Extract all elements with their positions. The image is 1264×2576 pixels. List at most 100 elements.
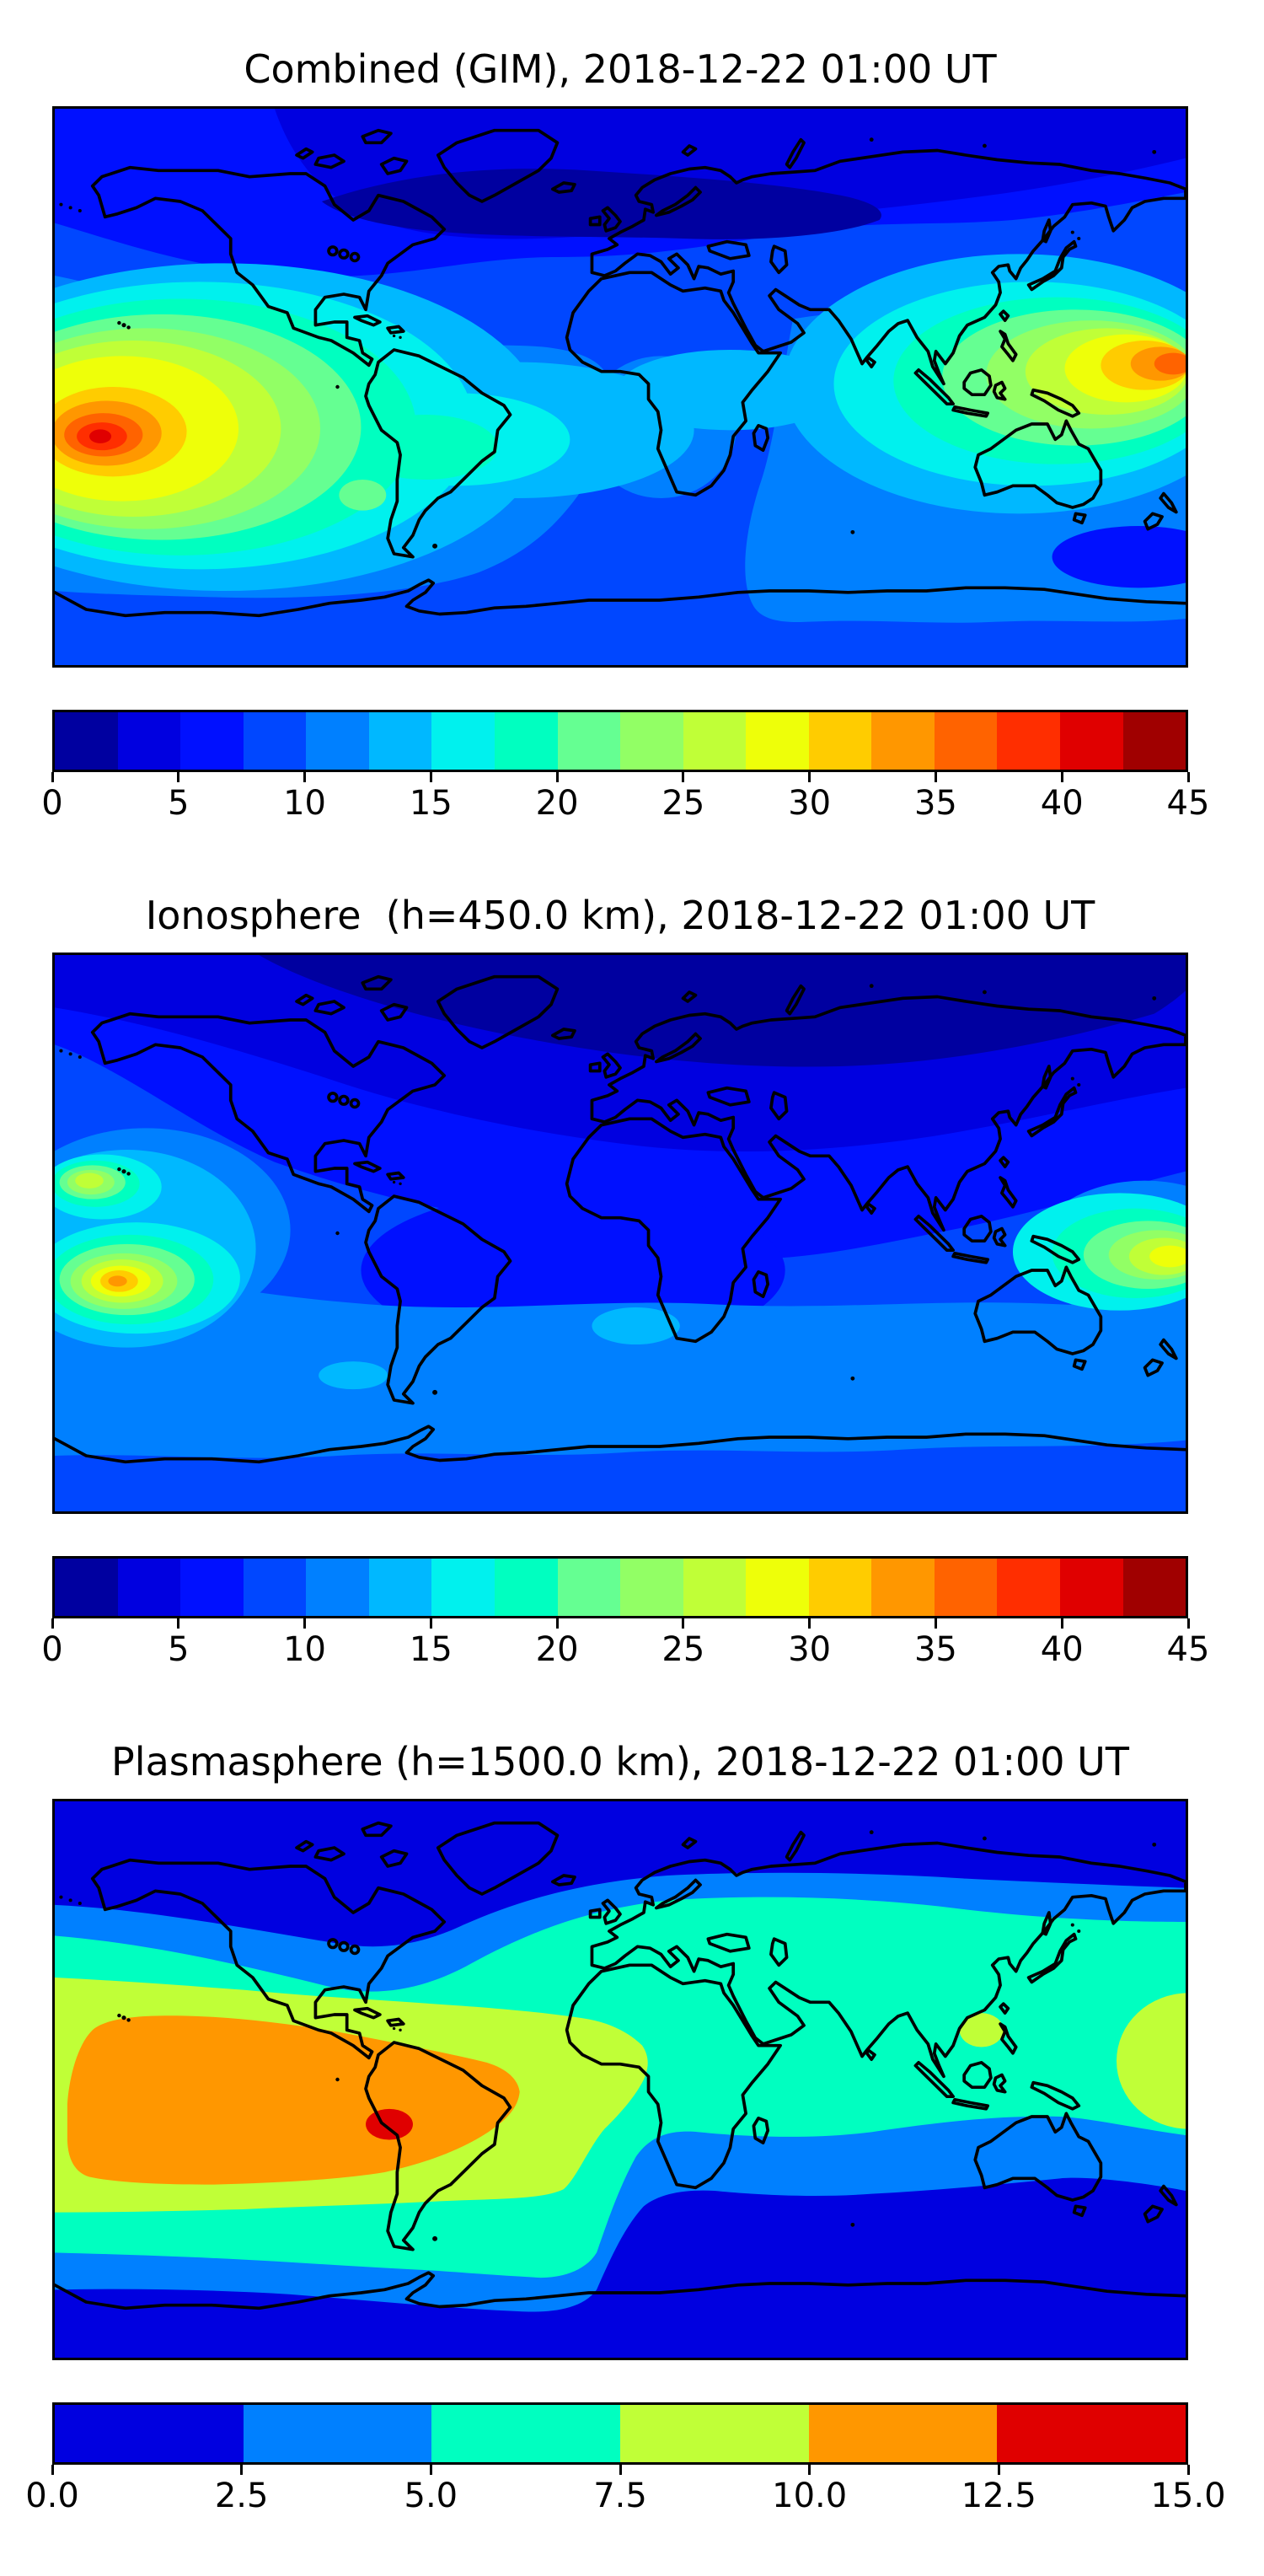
colorbar-tick-mark [429,772,432,782]
colorbar-segment [1122,712,1186,770]
colorbar-tick-label: 15 [409,1630,453,1669]
colorbar-tick-mark [619,2465,622,2475]
colorbar-tick-label: 35 [913,1630,957,1669]
colorbar-segment [243,1559,307,1616]
colorbar-tick-label: 15.0 [1150,2477,1226,2515]
colorbar-segment [494,1559,558,1616]
colorbar-segment [180,712,244,770]
colorbar-tick-mark [997,2465,1000,2475]
colorbar-tick-label: 5.0 [404,2477,458,2515]
contour-field-ionosphere [55,955,1186,1511]
colorbar-segment [431,2405,621,2462]
colorbar-tick-mark [51,772,54,782]
colorbar-segment [55,2405,244,2462]
colorbar-segment [1060,1559,1123,1616]
colorbar-segment [243,2405,432,2462]
colorbar-tick-label: 0 [41,1630,63,1669]
colorbar-tick-mark [808,1618,811,1629]
colorbar-tick-mark [303,772,307,782]
colorbar-segment [1060,712,1123,770]
colorbar-segment [683,712,747,770]
map-ionosphere [52,953,1188,1514]
colorbar-segment [306,1559,369,1616]
colorbar-plasmasphere [52,2402,1188,2465]
colorbar-segment [997,712,1060,770]
panel-title-ionosphere: Ionosphere (h=450.0 km), 2018-12-22 01:0… [145,893,1095,938]
colorbar-tick-label: 20 [535,1630,579,1669]
colorbar-segment [117,712,181,770]
colorbar-segment [808,712,872,770]
panel-plasmasphere: Plasmasphere (h=1500.0 km), 2018-12-22 0… [25,1739,1225,2515]
colorbar-segment [306,712,369,770]
colorbar-segment [934,712,998,770]
colorbar-tick-label: 12.5 [961,2477,1036,2515]
colorbar-tick-label: 10.0 [772,2477,848,2515]
colorbar-tick-label: 20 [535,784,579,823]
colorbar-tick-mark [1186,1618,1190,1629]
colorbar-tick-mark [555,772,559,782]
colorbar-tick-mark [51,1618,54,1629]
colorbar-tick-label: 7.5 [593,2477,647,2515]
colorbar-tick-mark [1060,1618,1063,1629]
colorbar-tick-mark [934,1618,937,1629]
colorbar-tick-mark [682,1618,685,1629]
colorbar-segment [117,1559,181,1616]
colorbar-tick-mark [429,2465,432,2475]
colorbar-segment [1122,1559,1186,1616]
map-plasmasphere [52,1799,1188,2360]
colorbar-segment [871,1559,935,1616]
map-combined [52,106,1188,668]
contour-map-combined [55,109,1186,665]
colorbar-tick-label: 25 [661,784,705,823]
colorbar-tick-label: 5 [168,784,190,823]
colorbar-tick-label: 10 [283,784,326,823]
colorbar-tick-mark [177,1618,180,1629]
colorbar-tick-mark [240,2465,244,2475]
panel-title-plasmasphere: Plasmasphere (h=1500.0 km), 2018-12-22 0… [111,1739,1129,1784]
colorbar-ticks-ionosphere [51,1618,1190,1629]
colorbar-segment [746,712,809,770]
colorbar-tick-label: 0.0 [25,2477,79,2515]
colorbar-tick-mark [682,772,685,782]
colorbar-segment [871,712,935,770]
colorbar-tick-mark [1060,772,1063,782]
contour-map-plasmasphere [55,1801,1186,2358]
colorbar-segment [808,1559,872,1616]
colorbar-labels-plasmasphere: 0.0 2.5 5.0 7.5 10.0 12.5 15.0 [25,2477,1225,2515]
colorbar-segment [746,1559,809,1616]
colorbar-tick-mark [51,2465,54,2475]
colorbar-labels-ionosphere: 0 5 10 15 20 25 30 35 40 45 [41,1630,1209,1669]
contour-field-combined [55,109,1186,665]
colorbar-segment [55,1559,118,1616]
colorbar-segment [494,712,558,770]
panel-combined: Combined (GIM), 2018-12-22 01:00 UT [41,47,1209,823]
colorbar-tick-mark [934,772,937,782]
colorbar-tick-mark [429,1618,432,1629]
colorbar-segment [997,2405,1186,2462]
colorbar-tick-mark [177,772,180,782]
colorbar-tick-label: 35 [913,784,957,823]
colorbar-segment [431,712,495,770]
colorbar-tick-mark [303,1618,307,1629]
colorbar-tick-label: 30 [788,784,832,823]
colorbar-tick-label: 45 [1166,784,1210,823]
colorbar-tick-label: 15 [409,784,453,823]
colorbar-segment [620,712,683,770]
colorbar-combined [52,710,1188,772]
colorbar-segment [557,1559,621,1616]
colorbar-tick-label: 30 [788,1630,832,1669]
colorbar-segment [620,1559,683,1616]
colorbar-ticks-plasmasphere [51,2465,1190,2475]
colorbar-tick-label: 25 [661,1630,705,1669]
colorbar-segment [55,712,118,770]
colorbar-segment [620,2405,809,2462]
contour-map-ionosphere [55,955,1186,1511]
colorbar-tick-label: 0 [41,784,63,823]
colorbar-segment [934,1559,998,1616]
colorbar-labels-combined: 0 5 10 15 20 25 30 35 40 45 [41,784,1209,823]
colorbar-ticks-combined [51,772,1190,782]
colorbar-tick-mark [1186,2465,1190,2475]
colorbar-segment [997,1559,1060,1616]
contour-field-plasmasphere [55,1801,1186,2358]
colorbar-tick-mark [808,2465,811,2475]
